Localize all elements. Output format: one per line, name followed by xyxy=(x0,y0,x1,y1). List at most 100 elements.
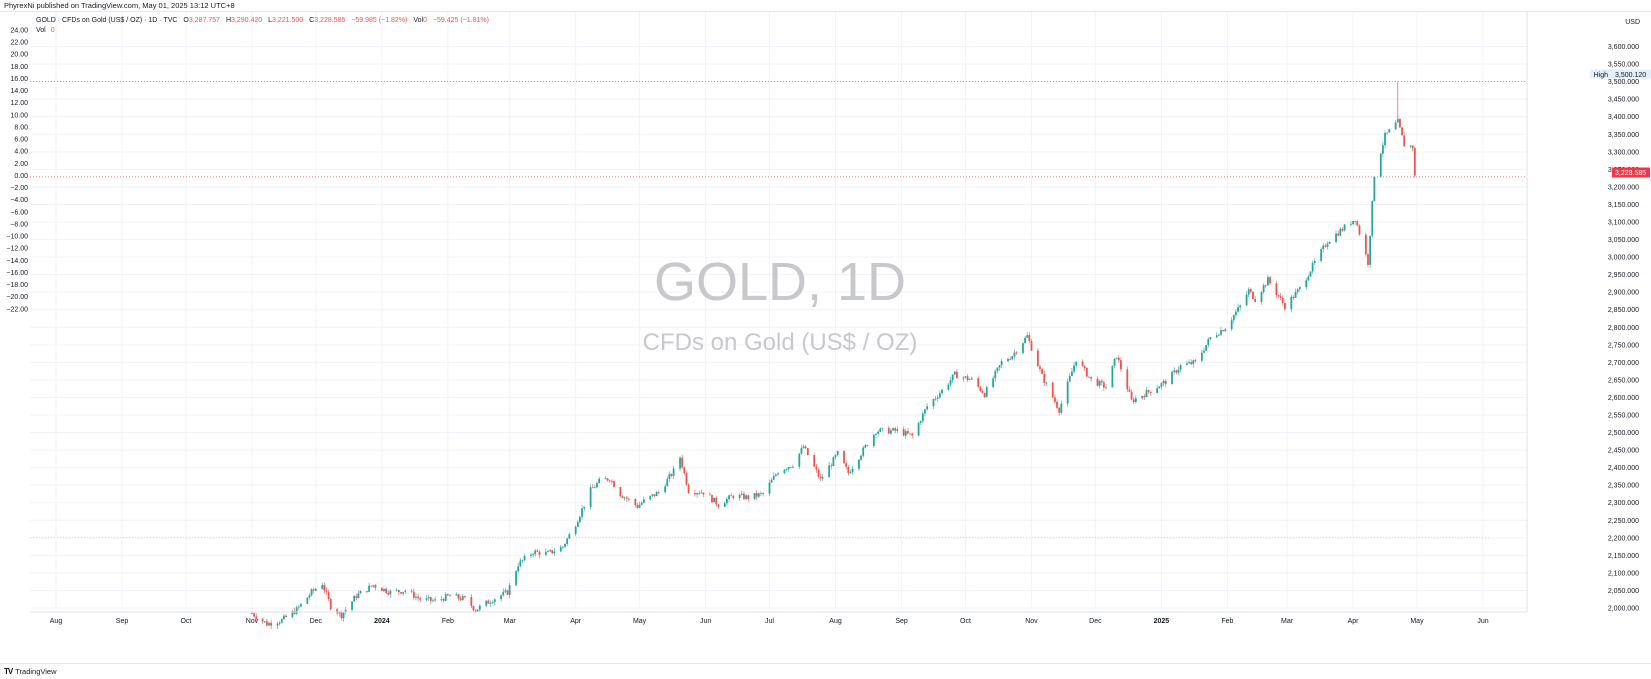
candle-body xyxy=(1030,340,1033,351)
candle xyxy=(753,493,756,501)
time-tick: Sep xyxy=(895,618,908,625)
candle xyxy=(1260,291,1263,305)
candle-body xyxy=(523,555,526,561)
candle xyxy=(1028,332,1031,344)
candle-body xyxy=(640,502,643,505)
candle-body xyxy=(276,623,279,626)
candle xyxy=(581,505,583,520)
candle xyxy=(1194,358,1197,363)
candle xyxy=(1207,337,1210,348)
candle xyxy=(1120,357,1122,372)
percent-tick: −10.00 xyxy=(6,234,28,241)
candle-body xyxy=(265,621,268,626)
legend-vol-value: 0 xyxy=(423,17,427,24)
candle-body xyxy=(787,467,790,470)
candle-body xyxy=(1128,389,1131,392)
price-tick: 2,450.000 xyxy=(1608,448,1639,455)
candle xyxy=(312,587,315,594)
candle-body xyxy=(357,593,360,598)
last-price-badge xyxy=(1612,167,1650,178)
candle-body xyxy=(425,598,428,600)
candle-body xyxy=(919,421,922,423)
candle xyxy=(395,587,398,592)
candle-body xyxy=(1388,129,1391,133)
percent-tick: −14.00 xyxy=(6,258,28,265)
price-chart[interactable]: GOLD, 1D CFDs on Gold (US$ / OZ) 24.00 22… xyxy=(0,12,1651,663)
price-tick: 3,350.000 xyxy=(1608,132,1639,139)
volume-legend-label: Vol xyxy=(36,27,46,34)
candle-body xyxy=(1081,361,1084,367)
candle-body xyxy=(270,622,273,626)
candle-body xyxy=(743,493,745,500)
candle-body xyxy=(821,477,824,479)
candle xyxy=(1239,304,1242,311)
candle-body xyxy=(860,455,862,460)
candle-body xyxy=(308,595,311,598)
candle xyxy=(681,454,684,470)
high-value-bg xyxy=(1613,69,1651,79)
candle-body xyxy=(1413,148,1416,176)
candle-body xyxy=(1102,382,1105,388)
candle-body xyxy=(285,615,287,617)
candle-body xyxy=(329,598,332,610)
candle-body xyxy=(429,597,432,601)
price-tick: 3,500.000 xyxy=(1608,79,1639,86)
candle xyxy=(909,433,911,435)
candle xyxy=(574,525,577,536)
candle-body xyxy=(282,615,285,620)
candle-body xyxy=(368,585,370,592)
candle-body xyxy=(1224,329,1227,332)
candle xyxy=(956,368,958,379)
candle-body xyxy=(1134,398,1137,403)
candle xyxy=(493,598,496,605)
candle-body xyxy=(1269,277,1271,284)
candle xyxy=(1313,258,1316,266)
candle xyxy=(834,454,837,460)
candle-body xyxy=(1313,260,1316,264)
candle-body xyxy=(777,473,779,475)
candle xyxy=(589,484,592,510)
candle xyxy=(1066,378,1069,407)
candle-body xyxy=(251,613,253,615)
legend-vol-change: −59.425 (−1.81%) xyxy=(433,17,489,24)
tradingview-logo[interactable]: TV TradingView xyxy=(4,667,57,676)
candle-body xyxy=(698,493,701,494)
percent-tick: 14.00 xyxy=(10,88,28,95)
candle xyxy=(534,548,537,557)
candle xyxy=(410,588,413,594)
candle xyxy=(851,465,854,475)
candle-body xyxy=(1262,285,1265,293)
candle-body xyxy=(1335,233,1337,243)
candle-body xyxy=(1381,145,1384,154)
candle xyxy=(951,374,954,384)
candle-body xyxy=(738,494,741,499)
candle xyxy=(747,494,750,503)
candle-body xyxy=(1326,243,1329,247)
candle xyxy=(478,603,481,612)
candle xyxy=(476,609,479,612)
candle-body xyxy=(323,585,326,591)
candle-body xyxy=(768,482,771,494)
candle-body xyxy=(962,377,965,379)
candle-body xyxy=(1039,366,1041,370)
last-price-marker: 3,228.585 xyxy=(1612,167,1650,178)
candle xyxy=(757,492,760,498)
candle xyxy=(1143,393,1146,400)
candle xyxy=(821,474,824,481)
candle-body xyxy=(909,433,911,435)
candle xyxy=(1156,384,1159,394)
candle-body xyxy=(875,433,877,435)
candle-body xyxy=(655,492,658,497)
candle xyxy=(310,588,313,597)
candle xyxy=(1171,370,1173,385)
price-tick: 2,750.000 xyxy=(1608,342,1639,349)
candle xyxy=(1220,326,1222,336)
candle-body xyxy=(1126,369,1129,390)
candle-body xyxy=(521,560,524,561)
candle xyxy=(263,621,266,624)
candle xyxy=(1403,132,1406,147)
candle-body xyxy=(1252,291,1254,299)
candle xyxy=(1013,349,1016,360)
candle-body xyxy=(1296,289,1299,292)
candle-body xyxy=(947,384,950,390)
